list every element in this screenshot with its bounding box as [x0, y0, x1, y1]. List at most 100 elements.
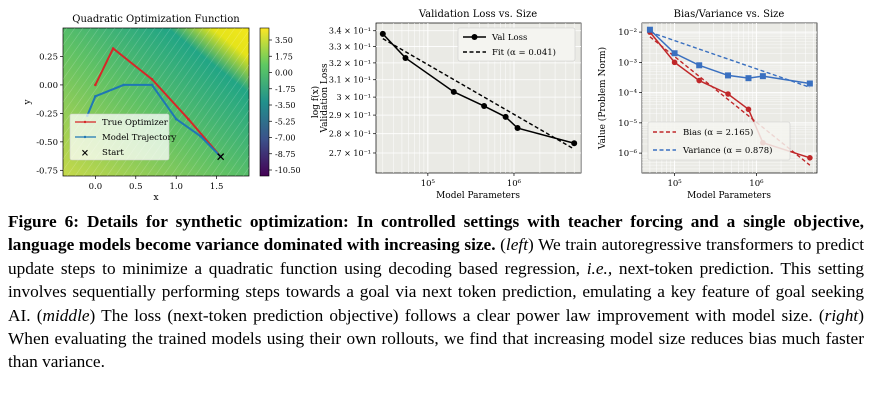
trajectory-point — [219, 155, 222, 158]
optimizer-point — [111, 47, 115, 50]
bias-point — [671, 59, 678, 66]
legend-bias-label: Bias (α = 2.165) — [683, 127, 753, 138]
contour-legend: True Optimizer Model Trajectory × Start — [69, 113, 177, 161]
contour-legend-box — [69, 113, 170, 161]
loss-series — [379, 30, 578, 150]
y-tick-label: 3.2 × 10⁻¹ — [329, 59, 371, 68]
caption-text-3: ) The loss (next-token prediction object… — [89, 305, 825, 325]
contour-line — [90, 28, 196, 176]
y-tick-label: 10⁻⁶ — [618, 149, 637, 159]
biasvar-legend-box — [647, 121, 791, 161]
biasvar-legend: Bias (α = 2.165) Variance (α = 0.878) — [647, 121, 791, 161]
contour-line — [82, 28, 188, 176]
contour-y-ticks: 0.25 0.00 -0.25 -0.50 -0.75 — [36, 52, 63, 176]
legend-valloss-label: Val Loss — [491, 33, 527, 43]
start-marker: × — [216, 150, 226, 164]
valloss-point — [514, 125, 521, 132]
contour-ylabel: y — [23, 99, 33, 106]
caption-text-2: next-token prediction. This setting invo… — [8, 258, 864, 325]
contour-line — [63, 28, 164, 171]
biasvar-y-ticks: 10⁻² 10⁻³ 10⁻⁴ 10⁻⁵ 10⁻⁶ — [618, 28, 642, 159]
contour-line — [194, 98, 249, 176]
legend-trajectory-label: Model Trajectory — [102, 133, 177, 143]
valloss-point — [402, 54, 409, 61]
colorbar-tick-label: -1.75 — [275, 85, 296, 94]
trajectory-point — [150, 83, 154, 87]
colorbar-tick-label: 3.50 — [275, 36, 293, 45]
colorbar-tick-label: 0.00 — [275, 69, 293, 78]
fit-line — [382, 37, 575, 150]
loss-panel: Validation Loss vs. Size 3.4 × 10⁻¹ 3.3 ×… — [320, 9, 582, 201]
trajectory-point — [174, 117, 178, 121]
legend-start-marker: × — [81, 148, 89, 159]
contour-title: Quadratic Optimization Function — [72, 14, 240, 25]
bias-point — [696, 77, 703, 84]
x-tick-label: 10⁶ — [507, 179, 522, 189]
caption-text-1: We train autoregressive transformers to … — [8, 235, 864, 278]
contour-line — [154, 41, 249, 176]
colorbar-tick-label: -3.50 — [275, 101, 296, 110]
variance-point — [725, 72, 732, 79]
legend-fit-label: Fit (α = 0.041) — [492, 47, 556, 58]
contour-line — [162, 53, 249, 176]
x-tick-label: 0.5 — [129, 182, 143, 192]
x-tick-label: 1.5 — [210, 182, 224, 192]
colorbar-ticks: 3.50 1.75 0.00 -1.75 -3.50 -5.25 -7.00 -8.75 -10… — [269, 36, 301, 175]
y-tick-label: 10⁻⁵ — [618, 119, 637, 129]
y-tick-label: 2.8 × 10⁻¹ — [329, 130, 371, 139]
trajectory-point — [94, 95, 97, 98]
colorbar-tick-label: -8.75 — [275, 150, 296, 159]
caption-figure-label: Figure 6: — [8, 212, 80, 231]
variance-point — [806, 80, 813, 87]
bias-point — [745, 106, 752, 113]
y-tick-label: 0.00 — [39, 81, 58, 91]
biasvar-ylabel: Value (Problem Norm) — [597, 47, 608, 150]
caption-text-4: ) When evaluating the trained models usi… — [8, 305, 864, 372]
valloss-point — [450, 88, 457, 95]
variance-point — [671, 50, 678, 57]
legend-trajectory-marker — [83, 135, 87, 139]
contour-line — [63, 28, 132, 126]
optimizer-point — [150, 77, 154, 81]
loss-legend-box — [457, 27, 576, 62]
biasvar-xlabel: Model Parameters — [687, 191, 771, 201]
y-tick-label: 3.3 × 10⁻¹ — [329, 43, 371, 52]
contour-line — [74, 28, 180, 176]
colorbar — [259, 27, 270, 177]
contour-line — [122, 28, 228, 176]
trajectory-point — [199, 134, 202, 138]
contour-line — [106, 28, 212, 176]
valloss-point — [481, 103, 488, 110]
caption-ie: i.e., — [586, 258, 613, 278]
variance-fit-line — [649, 31, 811, 88]
contour-line — [98, 28, 204, 176]
contour-lines — [63, 28, 249, 176]
biasvar-panel: Bias/Variance vs. Size 10⁻²10⁻³10⁻⁴10⁻⁵1… — [597, 9, 818, 201]
contour-line — [130, 28, 236, 176]
y-tick-label: 2.9 × 10⁻¹ — [329, 111, 371, 120]
y-tick-label: 0.25 — [39, 52, 58, 62]
legend-variance-label: Variance (α = 0.878) — [682, 145, 772, 156]
legend-optimizer-label: True Optimizer — [102, 118, 169, 128]
caption-right-tag: right — [824, 305, 859, 325]
caption-left-tag: left — [505, 235, 528, 255]
variance-point — [759, 73, 766, 80]
contour-line — [66, 28, 172, 176]
contour-line — [63, 28, 148, 149]
variance-point — [646, 26, 653, 33]
valloss-point — [502, 113, 509, 120]
y-tick-label: -0.75 — [36, 166, 58, 176]
loss-legend: Val Loss Fit (α = 0.041) — [457, 27, 576, 62]
y-tick-label: -0.50 — [36, 138, 58, 148]
loss-xlabel: Model Parameters — [436, 191, 520, 201]
contour-x-ticks: 0.0 0.5 1.0 1.5 — [89, 176, 224, 192]
contour-line — [63, 28, 124, 114]
legend-valloss-marker — [471, 34, 478, 40]
loss-y-ticks: 3.4 × 10⁻¹ 3.3 × 10⁻¹ 3.2 × 10⁻¹ 3.1 × 10⁻¹… — [329, 27, 376, 158]
colorbar-tick-label: 1.75 — [275, 52, 293, 61]
loss-title: Validation Loss vs. Size — [418, 9, 537, 20]
optimizer-point — [94, 83, 97, 87]
caption-bold-summary: Details for synthetic optimization: In c… — [8, 212, 864, 255]
y-tick-label: -0.25 — [36, 109, 58, 119]
y-tick-label: 3 × 10⁻¹ — [337, 93, 372, 102]
